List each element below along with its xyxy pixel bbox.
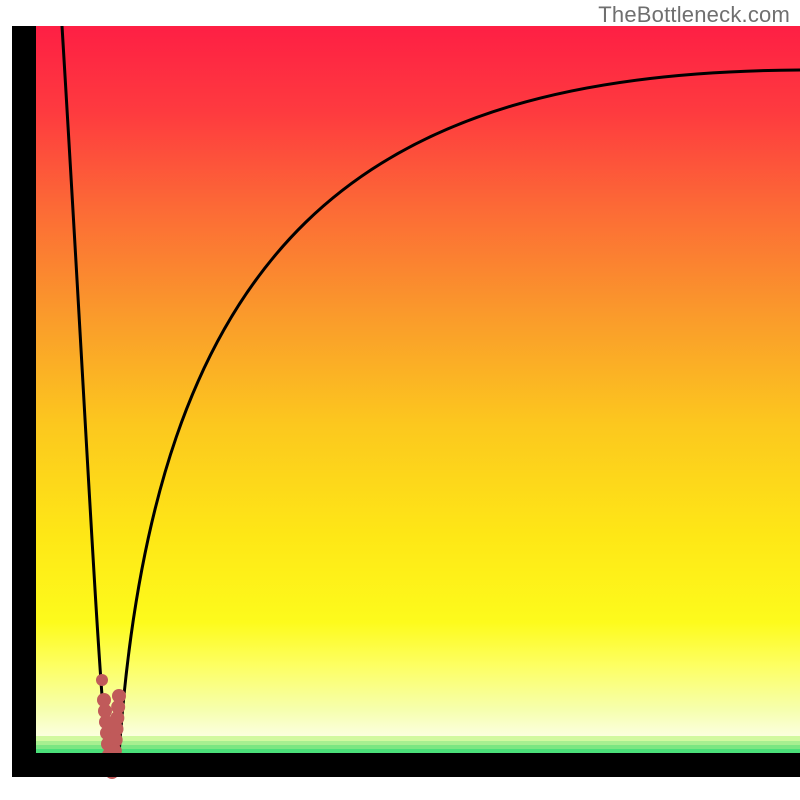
plot-background — [24, 26, 800, 753]
watermark-text: TheBottleneck.com — [598, 2, 790, 28]
chart-stage: TheBottleneck.com — [0, 0, 800, 800]
chart-svg — [0, 0, 800, 800]
